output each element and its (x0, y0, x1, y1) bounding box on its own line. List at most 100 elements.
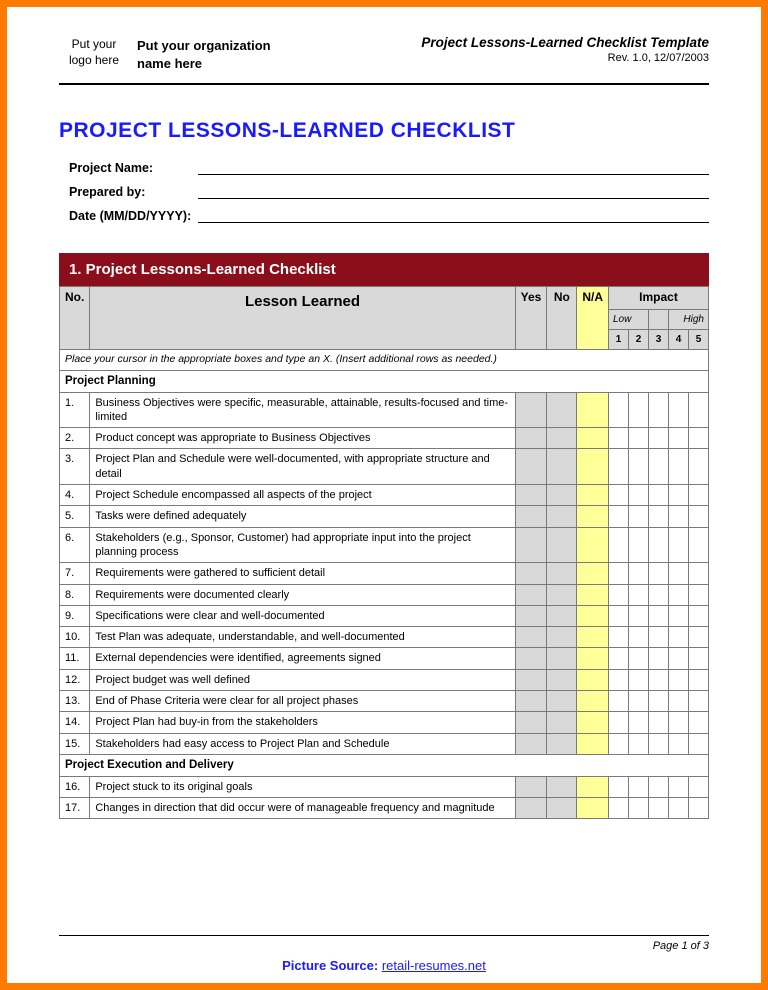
cell-yes[interactable] (515, 563, 547, 584)
cell-na[interactable] (577, 605, 609, 626)
cell-impact-1[interactable] (609, 627, 629, 648)
cell-impact-2[interactable] (629, 584, 649, 605)
cell-impact-2[interactable] (629, 627, 649, 648)
cell-yes[interactable] (515, 428, 547, 449)
cell-yes[interactable] (515, 798, 547, 819)
date-input-line[interactable] (198, 209, 709, 223)
cell-impact-5[interactable] (689, 506, 709, 527)
cell-na[interactable] (577, 669, 609, 690)
cell-na[interactable] (577, 527, 609, 563)
cell-impact-4[interactable] (669, 392, 689, 428)
cell-no[interactable] (547, 776, 577, 797)
cell-impact-3[interactable] (649, 584, 669, 605)
cell-impact-1[interactable] (609, 563, 629, 584)
cell-impact-1[interactable] (609, 584, 629, 605)
cell-impact-2[interactable] (629, 485, 649, 506)
cell-impact-1[interactable] (609, 527, 629, 563)
cell-impact-2[interactable] (629, 669, 649, 690)
cell-impact-1[interactable] (609, 798, 629, 819)
cell-impact-3[interactable] (649, 485, 669, 506)
cell-impact-2[interactable] (629, 506, 649, 527)
cell-impact-4[interactable] (669, 733, 689, 754)
cell-impact-4[interactable] (669, 527, 689, 563)
cell-impact-4[interactable] (669, 584, 689, 605)
cell-impact-5[interactable] (689, 449, 709, 485)
cell-yes[interactable] (515, 733, 547, 754)
cell-no[interactable] (547, 798, 577, 819)
cell-impact-2[interactable] (629, 776, 649, 797)
cell-impact-2[interactable] (629, 449, 649, 485)
cell-na[interactable] (577, 776, 609, 797)
cell-impact-3[interactable] (649, 428, 669, 449)
cell-impact-1[interactable] (609, 669, 629, 690)
cell-yes[interactable] (515, 527, 547, 563)
cell-no[interactable] (547, 627, 577, 648)
cell-na[interactable] (577, 563, 609, 584)
cell-na[interactable] (577, 691, 609, 712)
cell-impact-3[interactable] (649, 712, 669, 733)
cell-impact-1[interactable] (609, 485, 629, 506)
cell-impact-1[interactable] (609, 691, 629, 712)
cell-no[interactable] (547, 392, 577, 428)
prepared-by-input-line[interactable] (198, 185, 709, 199)
cell-yes[interactable] (515, 691, 547, 712)
project-name-input-line[interactable] (198, 161, 709, 175)
cell-yes[interactable] (515, 584, 547, 605)
cell-impact-3[interactable] (649, 798, 669, 819)
cell-na[interactable] (577, 449, 609, 485)
cell-yes[interactable] (515, 605, 547, 626)
cell-na[interactable] (577, 733, 609, 754)
cell-no[interactable] (547, 648, 577, 669)
cell-impact-5[interactable] (689, 648, 709, 669)
cell-impact-5[interactable] (689, 428, 709, 449)
cell-impact-5[interactable] (689, 712, 709, 733)
cell-impact-5[interactable] (689, 527, 709, 563)
cell-yes[interactable] (515, 485, 547, 506)
cell-impact-1[interactable] (609, 605, 629, 626)
cell-impact-5[interactable] (689, 605, 709, 626)
cell-impact-2[interactable] (629, 428, 649, 449)
cell-no[interactable] (547, 506, 577, 527)
cell-na[interactable] (577, 798, 609, 819)
cell-impact-1[interactable] (609, 506, 629, 527)
cell-impact-3[interactable] (649, 605, 669, 626)
cell-impact-3[interactable] (649, 527, 669, 563)
cell-impact-3[interactable] (649, 449, 669, 485)
cell-impact-4[interactable] (669, 605, 689, 626)
cell-impact-5[interactable] (689, 776, 709, 797)
cell-na[interactable] (577, 506, 609, 527)
cell-impact-2[interactable] (629, 563, 649, 584)
cell-impact-3[interactable] (649, 648, 669, 669)
cell-impact-4[interactable] (669, 627, 689, 648)
cell-na[interactable] (577, 392, 609, 428)
cell-impact-1[interactable] (609, 449, 629, 485)
cell-impact-4[interactable] (669, 712, 689, 733)
cell-impact-1[interactable] (609, 392, 629, 428)
cell-no[interactable] (547, 449, 577, 485)
cell-impact-3[interactable] (649, 627, 669, 648)
cell-impact-5[interactable] (689, 669, 709, 690)
cell-na[interactable] (577, 712, 609, 733)
cell-impact-3[interactable] (649, 563, 669, 584)
cell-yes[interactable] (515, 627, 547, 648)
cell-no[interactable] (547, 485, 577, 506)
cell-na[interactable] (577, 485, 609, 506)
cell-impact-2[interactable] (629, 691, 649, 712)
cell-no[interactable] (547, 527, 577, 563)
cell-impact-2[interactable] (629, 712, 649, 733)
cell-impact-2[interactable] (629, 648, 649, 669)
cell-impact-4[interactable] (669, 648, 689, 669)
cell-impact-3[interactable] (649, 733, 669, 754)
cell-na[interactable] (577, 648, 609, 669)
cell-no[interactable] (547, 428, 577, 449)
cell-impact-5[interactable] (689, 691, 709, 712)
cell-impact-2[interactable] (629, 527, 649, 563)
cell-impact-4[interactable] (669, 691, 689, 712)
cell-impact-3[interactable] (649, 691, 669, 712)
cell-no[interactable] (547, 584, 577, 605)
cell-impact-4[interactable] (669, 428, 689, 449)
cell-impact-2[interactable] (629, 605, 649, 626)
cell-no[interactable] (547, 691, 577, 712)
cell-impact-4[interactable] (669, 449, 689, 485)
cell-impact-1[interactable] (609, 776, 629, 797)
